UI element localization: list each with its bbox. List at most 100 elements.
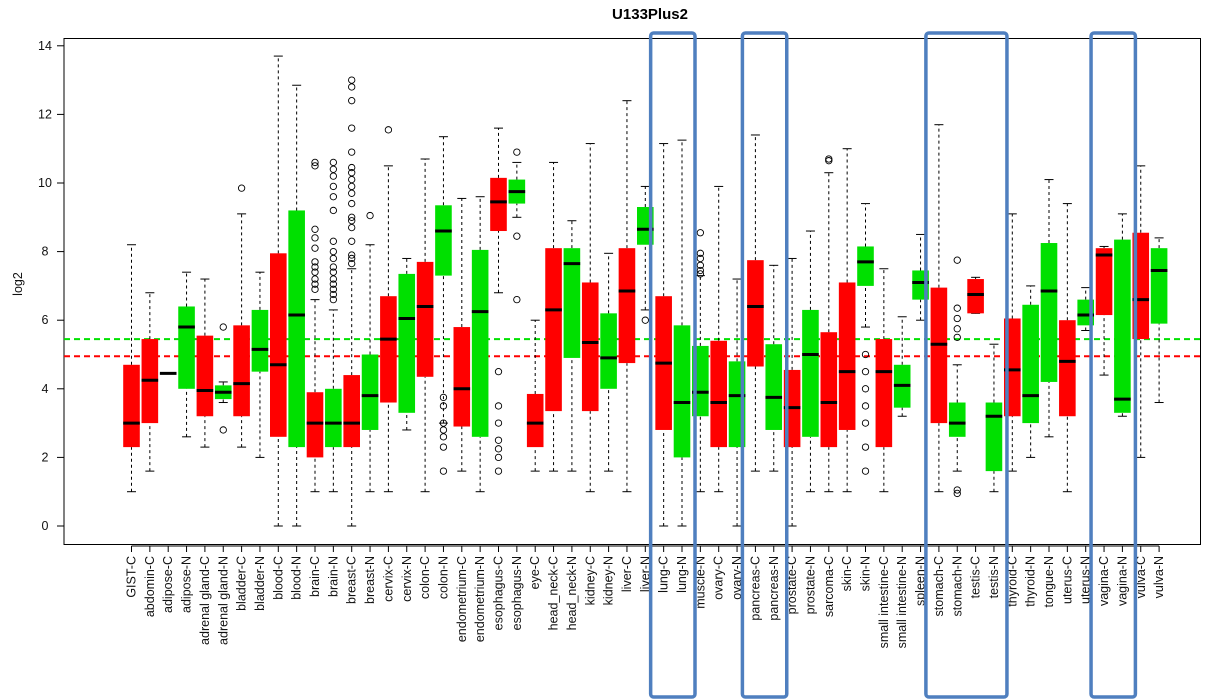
box-pancreas-n [765, 264, 783, 472]
box-colon-n [435, 136, 452, 475]
outlier-point [439, 419, 448, 427]
outlier-point [311, 162, 319, 170]
box-ovary-c [710, 185, 727, 493]
outlier-point [953, 256, 961, 264]
box-lung-n [673, 139, 691, 527]
x-tick-label: small intestine-N [895, 556, 909, 648]
box-head-neck-n [563, 220, 581, 472]
highlight-box [1089, 31, 1138, 699]
box-uterus-c [1059, 203, 1076, 493]
x-tick-label: kidney-C [583, 556, 597, 605]
y-tick-label: 6 [42, 313, 49, 327]
x-tick-label: abdomin-C [143, 556, 157, 617]
x-tick-label: blood-N [290, 556, 304, 600]
box-testis-n [985, 343, 1003, 493]
x-tick-label: endometrium-N [473, 556, 487, 642]
outlier-point [329, 254, 337, 263]
box-abdomin-c [141, 292, 159, 472]
outlier-point [494, 367, 503, 376]
outlier-point [348, 148, 356, 156]
x-tick-label: brain-C [308, 556, 322, 597]
x-tick-label: adrenal gland-C [198, 556, 212, 645]
box-rect [967, 279, 984, 314]
x-tick-label: eye-C [528, 556, 542, 589]
box-rect [398, 273, 416, 413]
outlier-point [494, 445, 503, 453]
x-tick-label: vagina-C [1097, 556, 1111, 606]
outlier-point [348, 259, 356, 268]
outlier-point [348, 223, 356, 232]
highlight-box [924, 31, 1009, 699]
outlier-point [953, 486, 961, 494]
boxes [123, 55, 1168, 527]
box-stomach-c [930, 124, 948, 493]
highlight-boxes [648, 31, 1138, 699]
outlier-point [348, 76, 356, 84]
outlier-point [311, 258, 319, 266]
box-rect [471, 249, 489, 437]
outlier-point [861, 443, 870, 451]
box-rect [765, 344, 783, 430]
x-tick-label: prostate-C [785, 556, 799, 614]
box-endometrium-c [453, 197, 471, 472]
outlier-point [348, 175, 356, 184]
box-brain-c [306, 158, 324, 493]
x-tick-label: bladder-N [253, 556, 267, 611]
box-stomach-n [948, 256, 966, 498]
box-rect [1040, 243, 1058, 382]
box-esophagus-c [490, 127, 507, 475]
outlier-point [311, 285, 319, 293]
chart-title: U133Plus2 [612, 6, 688, 23]
outlier-point [348, 182, 356, 191]
box-kidney-c [581, 143, 599, 493]
outlier-point [348, 169, 356, 177]
outlier-point [861, 367, 870, 376]
box-rect [618, 248, 636, 364]
box-rect [453, 327, 471, 427]
box-rect [802, 309, 819, 437]
box-rect [581, 282, 599, 412]
outlier-point [329, 206, 337, 215]
box-eye-c [526, 319, 544, 472]
outlier-point [348, 189, 356, 197]
box-rect [820, 332, 838, 448]
x-tick-label: adipose-N [180, 556, 194, 613]
x-tick-label: esophagus-N [510, 556, 524, 630]
outlier-point [861, 419, 870, 427]
box-liver-c [618, 100, 636, 493]
outlier-point [494, 419, 503, 427]
outlier-point [384, 126, 393, 134]
box-rect [747, 260, 764, 367]
y-tick-label: 14 [38, 39, 52, 53]
x-tick-label: lung-C [657, 556, 671, 593]
box-rect [1059, 320, 1076, 417]
box-lung-c [655, 143, 672, 527]
outlier-point [348, 97, 356, 105]
outlier-point [825, 155, 833, 163]
box-thyroid-n [1022, 285, 1039, 458]
box-rect [196, 335, 214, 417]
box-rect [490, 177, 507, 232]
outlier-point [696, 266, 704, 275]
x-tick-label: testis-C [969, 556, 983, 598]
y-tick-label: 4 [42, 382, 49, 396]
outlier-point [311, 244, 319, 252]
outlier-point [439, 426, 448, 434]
box-small-intestine-c [875, 268, 893, 493]
box-tongue-n [1040, 179, 1058, 438]
outlier-point [494, 436, 503, 444]
box-adrenal-gland-c [196, 278, 214, 448]
box-head-neck-c [545, 161, 562, 472]
outlier-point [494, 467, 503, 475]
outlier-point [953, 325, 961, 333]
outlier-point [513, 295, 521, 304]
box-rect [270, 253, 287, 437]
outlier-point [329, 158, 337, 167]
x-tick-label: tongue-N [1042, 556, 1056, 607]
box-blood-n [288, 84, 305, 527]
box-rect [233, 325, 250, 417]
box-adipose-n [178, 271, 195, 438]
plot-frame [63, 38, 1201, 545]
outlier-point [237, 184, 246, 192]
